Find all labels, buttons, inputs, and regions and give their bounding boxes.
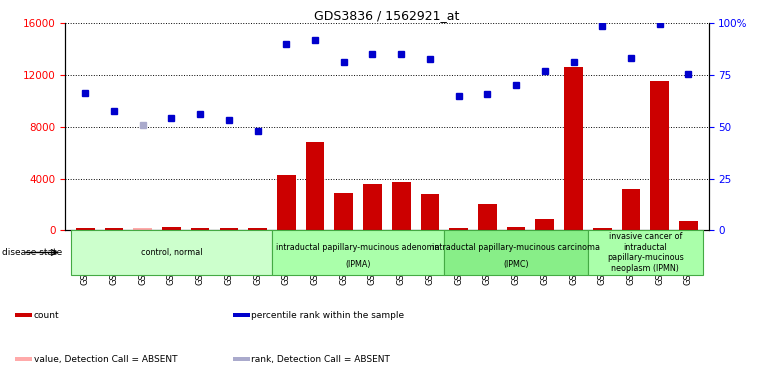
Bar: [478, 204, 496, 230]
Bar: [306, 142, 324, 230]
Text: disease state: disease state: [2, 248, 62, 257]
Title: GDS3836 / 1562921_at: GDS3836 / 1562921_at: [314, 9, 460, 22]
Bar: [233, 313, 250, 317]
Bar: [679, 221, 698, 230]
Bar: [220, 228, 238, 230]
Bar: [191, 228, 209, 230]
Bar: [392, 182, 411, 230]
Text: control, normal: control, normal: [141, 248, 202, 257]
Text: (IPMA): (IPMA): [345, 260, 371, 269]
Bar: [421, 194, 439, 230]
Bar: [593, 228, 611, 230]
Bar: [588, 230, 703, 275]
Bar: [71, 230, 272, 275]
Bar: [233, 357, 250, 361]
Text: intraductal papillary-mucinous adenoma: intraductal papillary-mucinous adenoma: [277, 243, 440, 252]
Text: invasive cancer of
intraductal
papillary-mucinous
neoplasm (IPMN): invasive cancer of intraductal papillary…: [607, 232, 684, 273]
Bar: [565, 67, 583, 230]
Bar: [277, 175, 296, 230]
Text: (IPMC): (IPMC): [503, 260, 529, 269]
Bar: [76, 228, 94, 230]
Bar: [450, 228, 468, 230]
Text: intraductal papillary-mucinous carcinoma: intraductal papillary-mucinous carcinoma: [432, 243, 600, 252]
Text: value, Detection Call = ABSENT: value, Detection Call = ABSENT: [34, 355, 177, 364]
Bar: [272, 230, 444, 275]
Bar: [363, 184, 381, 230]
Bar: [507, 227, 525, 230]
Text: count: count: [34, 311, 60, 319]
Bar: [248, 228, 267, 230]
Bar: [15, 357, 32, 361]
Bar: [335, 193, 353, 230]
Bar: [133, 228, 152, 230]
Text: percentile rank within the sample: percentile rank within the sample: [251, 311, 404, 319]
Bar: [622, 189, 640, 230]
Bar: [444, 230, 588, 275]
Bar: [535, 219, 554, 230]
Text: rank, Detection Call = ABSENT: rank, Detection Call = ABSENT: [251, 355, 391, 364]
Bar: [650, 81, 669, 230]
Bar: [15, 313, 32, 317]
Bar: [162, 227, 181, 230]
Bar: [105, 228, 123, 230]
